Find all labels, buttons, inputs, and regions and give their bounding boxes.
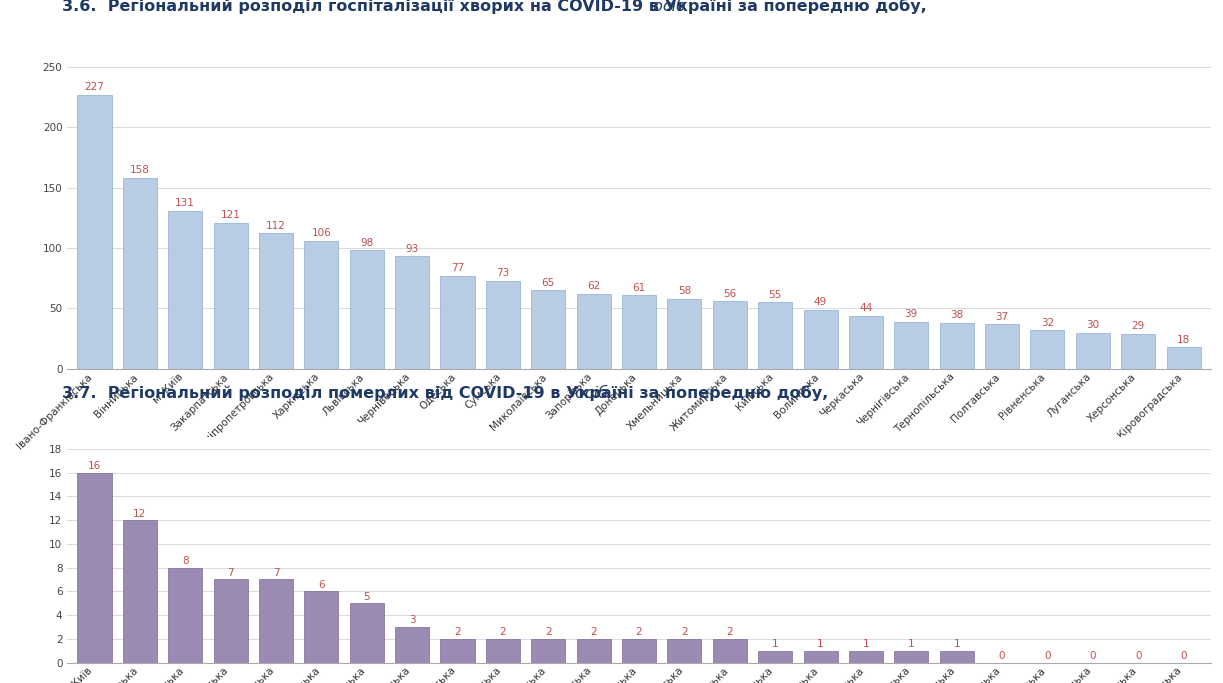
Text: 2: 2: [454, 628, 461, 637]
Bar: [531, 290, 565, 369]
Text: 16: 16: [88, 461, 102, 471]
Bar: [440, 639, 475, 663]
Bar: [849, 316, 883, 369]
Text: 158: 158: [130, 165, 149, 176]
Text: 73: 73: [497, 268, 510, 278]
Bar: [169, 210, 202, 369]
Text: 49: 49: [813, 297, 827, 307]
Text: 58: 58: [678, 286, 691, 296]
Bar: [440, 276, 475, 369]
Text: 1: 1: [954, 639, 960, 650]
Bar: [758, 303, 793, 369]
Bar: [804, 651, 838, 663]
Text: 37: 37: [996, 311, 1009, 322]
Text: 8: 8: [182, 556, 188, 566]
Text: 1: 1: [862, 639, 870, 650]
Bar: [350, 251, 384, 369]
Text: 0: 0: [1090, 651, 1096, 661]
Text: 56: 56: [723, 289, 736, 298]
Text: 6: 6: [318, 580, 324, 590]
Bar: [305, 240, 339, 369]
Text: 3.7.  Регіональний розподіл померлих від COVID-19 в Україні за попередню добу,: 3.7. Регіональний розподіл померлих від …: [61, 385, 828, 401]
Text: 3.6.  Регіональний розподіл госпіталізації хворих на COVID-19 в Україні за попер: 3.6. Регіональний розподіл госпіталізаці…: [61, 0, 926, 14]
Bar: [623, 295, 656, 369]
Text: 2: 2: [636, 628, 642, 637]
Text: 2: 2: [499, 628, 506, 637]
Text: 30: 30: [1086, 320, 1099, 330]
Text: 2: 2: [591, 628, 597, 637]
Text: 1: 1: [817, 639, 824, 650]
Bar: [395, 627, 429, 663]
Bar: [395, 256, 429, 369]
Text: осіб: осіб: [648, 0, 686, 14]
Bar: [1031, 330, 1064, 369]
Bar: [804, 309, 838, 369]
Text: 1: 1: [907, 639, 915, 650]
Text: 3: 3: [408, 615, 416, 626]
Bar: [939, 323, 974, 369]
Text: 12: 12: [133, 509, 147, 518]
Bar: [122, 178, 157, 369]
Bar: [894, 651, 928, 663]
Text: 55: 55: [768, 290, 781, 300]
Bar: [305, 591, 339, 663]
Text: осіб: осіб: [570, 386, 608, 401]
Bar: [486, 639, 520, 663]
Text: 39: 39: [905, 309, 918, 319]
Text: 32: 32: [1041, 318, 1054, 328]
Bar: [623, 639, 656, 663]
Bar: [1121, 334, 1156, 369]
Text: 29: 29: [1131, 322, 1145, 331]
Text: 93: 93: [406, 244, 418, 254]
Text: 1: 1: [772, 639, 779, 650]
Text: 0: 0: [1180, 651, 1186, 661]
Bar: [214, 223, 247, 369]
Bar: [668, 298, 702, 369]
Text: 131: 131: [175, 198, 196, 208]
Text: 121: 121: [220, 210, 241, 220]
Text: 227: 227: [84, 82, 104, 92]
Text: 2: 2: [545, 628, 552, 637]
Bar: [758, 651, 793, 663]
Text: 0: 0: [1135, 651, 1141, 661]
Text: 77: 77: [451, 264, 465, 273]
Text: 7: 7: [273, 568, 279, 578]
Bar: [713, 639, 747, 663]
Bar: [259, 234, 294, 369]
Text: 18: 18: [1177, 335, 1190, 345]
Text: 112: 112: [267, 221, 286, 231]
Bar: [576, 294, 610, 369]
Bar: [259, 579, 294, 663]
Bar: [122, 520, 157, 663]
Bar: [531, 639, 565, 663]
Bar: [985, 324, 1019, 369]
Text: 62: 62: [587, 281, 600, 292]
Text: 65: 65: [542, 278, 555, 288]
Bar: [576, 639, 610, 663]
Text: 38: 38: [950, 311, 964, 320]
Text: 5: 5: [363, 591, 371, 602]
Bar: [1076, 333, 1109, 369]
Bar: [77, 473, 111, 663]
Bar: [668, 639, 702, 663]
Text: 44: 44: [860, 303, 872, 313]
Text: 98: 98: [360, 238, 373, 248]
Bar: [77, 94, 111, 369]
Text: 2: 2: [726, 628, 733, 637]
Bar: [350, 603, 384, 663]
Bar: [214, 579, 247, 663]
Bar: [849, 651, 883, 663]
Text: 7: 7: [227, 568, 234, 578]
Text: 106: 106: [312, 228, 331, 238]
Bar: [894, 322, 928, 369]
Bar: [1167, 347, 1201, 369]
Text: 61: 61: [632, 283, 646, 293]
Text: 0: 0: [1044, 651, 1051, 661]
Text: 0: 0: [999, 651, 1005, 661]
Bar: [939, 651, 974, 663]
Bar: [713, 301, 747, 369]
Bar: [169, 568, 202, 663]
Bar: [486, 281, 520, 369]
Text: 2: 2: [681, 628, 687, 637]
